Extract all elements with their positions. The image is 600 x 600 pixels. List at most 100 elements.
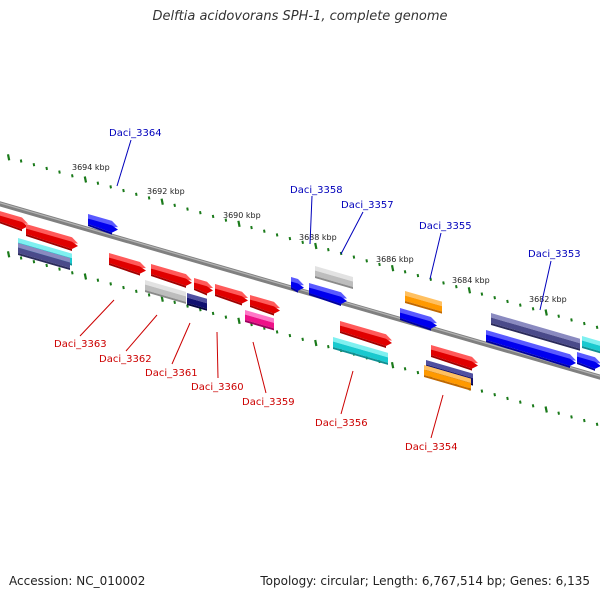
gene-label-daci-3353[interactable]: Daci_3353 [528,249,581,260]
gene-label-daci-3364[interactable]: Daci_3364 [109,128,162,139]
gene-block-top-face [491,313,580,344]
scale-tick [58,170,61,174]
scale-label: 3688 kbp [299,233,337,242]
leader-line-daci-3362 [125,314,158,352]
feature-gene-block[interactable] [333,337,388,365]
scale-tick [314,339,318,347]
scale-tick [211,214,215,219]
gene-block-body [194,282,213,294]
scale-tick [83,176,88,183]
leader-line-daci-3355 [429,232,442,280]
gene-block-shadow [491,323,580,351]
feature-gene-block[interactable] [486,330,576,368]
gene-block-body [88,218,118,233]
scale-tick [6,154,11,161]
feature-gene-block[interactable] [0,210,28,232]
gene-block-top-face [18,238,72,259]
gene-block-top-face [426,360,473,379]
feature-gene-block[interactable] [291,277,304,293]
feature-gene-block[interactable] [400,308,437,331]
feature-gene-block[interactable] [577,352,600,371]
feature-gene-block[interactable] [491,313,580,351]
scale-label: 3692 kbp [147,187,185,196]
gene-block-shadow [151,274,186,288]
feature-gene-block[interactable] [18,243,70,271]
gene-block-body [245,314,274,329]
feature-gene-block[interactable] [88,214,118,235]
gene-block-body [291,281,304,291]
scale-tick [71,174,74,178]
gene-label-daci-3359[interactable]: Daci_3359 [242,397,295,408]
feature-gene-block[interactable] [151,264,192,288]
gene-block-body [431,349,478,369]
gene-block-top-face [18,243,70,263]
scale-tick [327,247,330,252]
gene-label-daci-3354[interactable]: Daci_3354 [405,442,458,453]
gene-block-shadow [333,347,388,365]
gene-label-daci-3361[interactable]: Daci_3361 [145,368,198,379]
gene-block-body [145,284,186,302]
gene-block-shadow [215,294,242,306]
feature-gene-block[interactable] [26,224,78,252]
feature-gene-block[interactable] [145,280,186,304]
gene-block-shadow [291,287,298,293]
feature-gene-block[interactable] [109,253,146,276]
gene-label-daci-3363[interactable]: Daci_3363 [54,339,107,350]
genome-line [0,201,600,380]
scale-tick [544,406,548,413]
feature-gene-block[interactable] [424,365,471,391]
feature-gene-block[interactable] [405,291,442,314]
scale-tick [506,396,509,401]
gene-block-shadow [194,288,207,296]
gene-block-body [315,270,353,287]
feature-gene-block[interactable] [187,293,207,311]
scale-tick [122,285,125,290]
feature-gene-block[interactable] [315,266,353,289]
scale-tick [531,307,535,311]
gene-block-top-face [577,352,600,364]
gene-block-body [250,299,280,314]
feature-gene-block[interactable] [245,310,274,331]
leader-line-daci-3360 [216,331,219,379]
scale-tick [263,229,266,233]
feature-gene-block[interactable] [309,283,347,306]
feature-gene-block[interactable] [250,295,280,316]
scale-label: 3686 kbp [376,255,414,264]
scale-tick [403,367,407,371]
gene-label-daci-3358[interactable]: Daci_3358 [290,185,343,196]
scale-tick [32,163,36,167]
gene-label-daci-3362[interactable]: Daci_3362 [99,354,152,365]
feature-gene-block[interactable] [431,345,478,371]
scale-tick [147,293,151,297]
gene-block-top-face [315,266,353,282]
scale-tick [390,264,395,272]
gene-block-top-face [400,308,437,324]
gene-label-daci-3357[interactable]: Daci_3357 [341,200,394,211]
feature-gene-block[interactable] [582,336,600,355]
scale-tick [455,284,458,289]
leader-lines [79,139,552,439]
gene-label-daci-3355[interactable]: Daci_3355 [419,221,472,232]
scale-label: 3694 kbp [72,163,110,172]
scale-tick [301,240,304,244]
gene-block-shadow [582,346,600,354]
scale-tick [96,278,100,282]
gene-block-body [18,247,70,269]
gene-block-shadow [187,303,207,311]
gene-block-top-face [486,330,576,361]
gene-label-daci-3356[interactable]: Daci_3356 [315,418,368,429]
feature-gene-block[interactable] [215,284,248,306]
scale-tick [45,166,48,171]
feature-gene-block[interactable] [340,321,392,349]
gene-label-daci-3360[interactable]: Daci_3360 [191,382,244,393]
gene-block-top-face [245,310,274,323]
scale-label: 3690 kbp [223,211,261,220]
gene-block-top-face [431,345,478,364]
gene-block-body [309,287,347,304]
feature-gene-block[interactable] [194,278,213,296]
gene-block-shadow [309,293,341,306]
scale-tick [288,236,292,241]
scale-tick [416,370,420,375]
gene-block-top-face [250,295,280,309]
accession-text: Accession: NC_010002 [9,574,146,588]
